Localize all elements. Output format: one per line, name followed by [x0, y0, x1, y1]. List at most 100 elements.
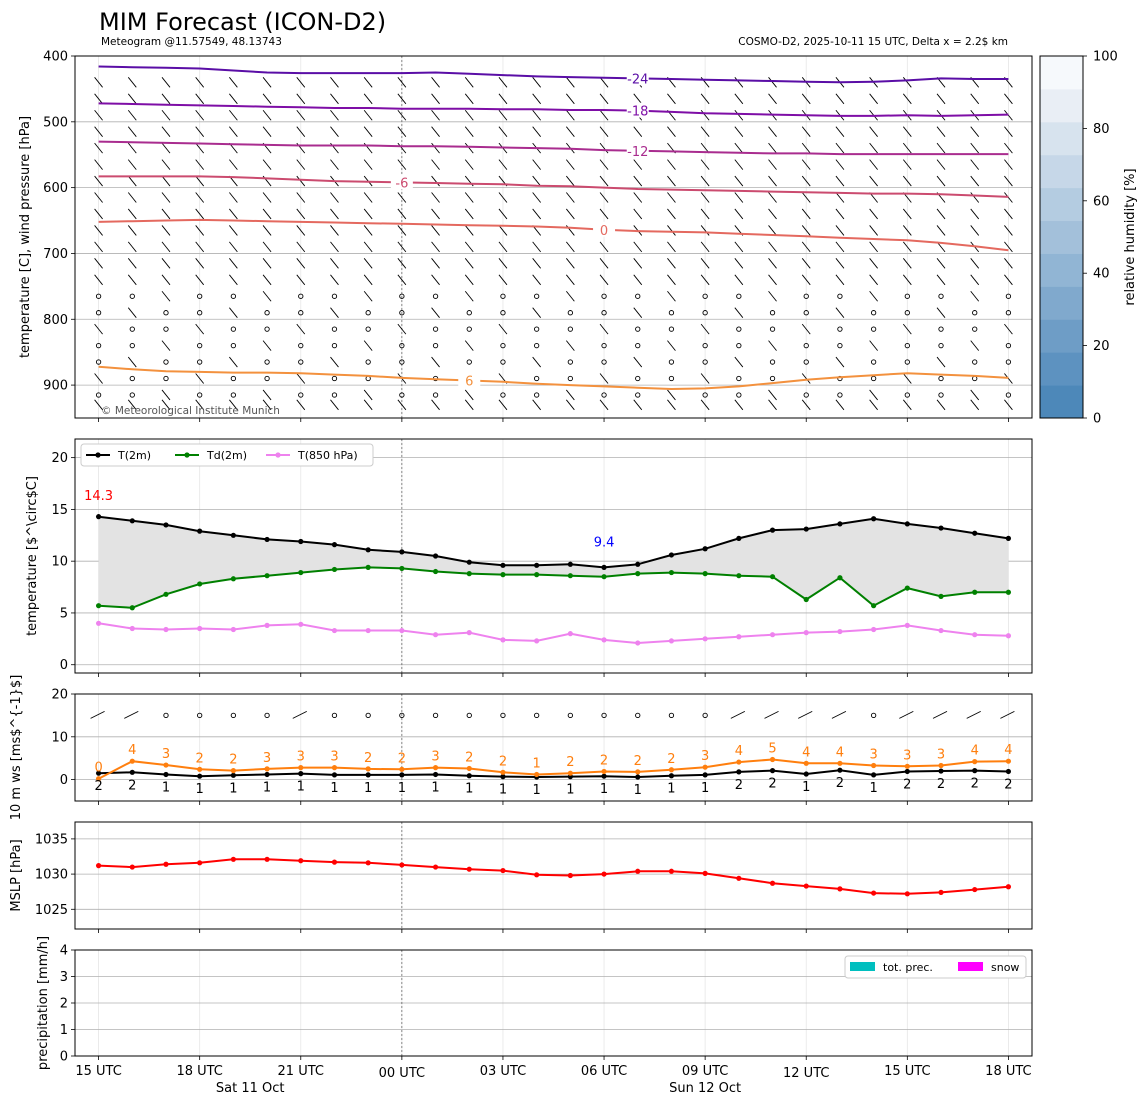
calm-wind-circle: [331, 342, 338, 349]
data-point: [298, 771, 304, 777]
colorbar-tick-label: 0: [1093, 412, 1101, 427]
gust-label: 4: [735, 744, 743, 759]
calm-wind-circle: [972, 310, 978, 316]
wind-barb: [161, 93, 171, 105]
gust-label: 3: [162, 747, 170, 762]
calm-wind-circle: [197, 293, 203, 299]
wind-barb: [363, 159, 373, 170]
wind-barb: [565, 389, 575, 401]
data-point: [871, 626, 877, 633]
gust-label: 2: [229, 753, 237, 768]
calm-wind-circle: [972, 359, 978, 365]
wind-barb: [700, 241, 710, 253]
wind-barb: [970, 225, 980, 236]
wind-barb: [970, 399, 980, 411]
data-point: [466, 866, 472, 872]
wind-barb: [262, 208, 272, 220]
data-point: [264, 622, 270, 628]
wind-barb: [363, 192, 373, 203]
wind-barb: [798, 710, 813, 719]
wind-barb: [902, 142, 912, 154]
y-axis-label: temperature [C], wind pressure [hPa]: [18, 116, 33, 358]
wind-barb: [565, 175, 575, 187]
wind-barb: [363, 225, 373, 236]
wind-barb: [835, 258, 845, 269]
wind-barb: [565, 208, 575, 220]
data-point: [871, 890, 877, 896]
colorbar-level: [1040, 56, 1083, 90]
wind-barb: [262, 258, 272, 269]
calm-wind-circle: [803, 392, 809, 398]
wind-barb: [94, 175, 103, 187]
wind-barb: [431, 241, 440, 253]
wind-barb: [161, 389, 171, 401]
data-point: [432, 765, 439, 771]
data-point: [803, 630, 809, 636]
isotherm-label: -18: [627, 105, 648, 120]
wind-barb: [397, 192, 407, 203]
calm-wind-circle: [1005, 359, 1012, 365]
day-label: Sat 11 Oct: [216, 1081, 285, 1096]
speed-label: 1: [398, 781, 406, 796]
calm-wind-circle: [837, 326, 843, 332]
panel-frame: [74, 55, 1033, 419]
data-point: [972, 589, 978, 595]
wind-barb: [936, 126, 946, 137]
wind-barb: [195, 241, 205, 253]
wind-barb: [498, 126, 508, 137]
wind-barb: [296, 399, 306, 411]
data-point: [129, 605, 135, 611]
calm-wind-circle: [601, 712, 607, 719]
wind-barb: [195, 175, 205, 187]
wind-barb: [599, 274, 609, 286]
calm-wind-circle: [736, 392, 742, 398]
gust-label: 5: [768, 741, 776, 756]
wind-barb: [161, 159, 171, 170]
wind-barb: [902, 274, 912, 286]
gust-label: 2: [634, 754, 642, 769]
calm-wind-circle: [1005, 293, 1012, 299]
data-point: [264, 856, 270, 862]
data-point: [197, 773, 203, 779]
calm-wind-circle: [331, 293, 338, 299]
data-point: [871, 516, 877, 522]
calm-wind-circle: [264, 712, 270, 719]
gust-label: 1: [533, 756, 541, 771]
y-tick-label: 4: [60, 944, 68, 959]
speed-label: 1: [802, 780, 810, 795]
wind-barb: [127, 208, 137, 220]
gust-label: 2: [364, 751, 372, 766]
calm-wind-circle: [567, 359, 573, 365]
calm-wind-circle: [702, 359, 708, 365]
data-point: [197, 860, 203, 866]
data-point: [129, 518, 135, 524]
wind-barb: [970, 142, 980, 154]
wind-barb: [532, 241, 542, 253]
data-point: [399, 627, 405, 634]
wind-barb: [94, 373, 103, 384]
wind-barb: [902, 93, 912, 105]
calm-wind-circle: [837, 392, 843, 398]
isotherm-label-bg: [626, 102, 649, 118]
y-axis-label: MSLP [hPa]: [9, 839, 24, 911]
data-point: [230, 772, 236, 778]
data-point: [1005, 758, 1012, 764]
data-point: [736, 769, 742, 775]
wind-barb: [127, 192, 137, 203]
wind-barb: [667, 126, 676, 137]
isotherm-1: [98, 102, 1009, 117]
wind-barb: [1004, 323, 1013, 335]
wind-barb: [899, 710, 914, 719]
wind-barb: [296, 208, 306, 220]
wind-barb: [431, 142, 440, 154]
data-point: [567, 631, 573, 637]
data-point: [331, 765, 338, 771]
wind-barb: [363, 258, 373, 269]
wind-barb: [667, 175, 676, 187]
panel-precip: 0 1 2 3 4 precipitation [mm/h] tot. prec. snow: [36, 936, 1033, 1070]
wind-barb: [768, 159, 777, 170]
calm-wind-circle: [399, 392, 405, 398]
wind-barb: [599, 258, 609, 269]
data-point: [129, 864, 135, 870]
wind-barb: [464, 109, 474, 121]
